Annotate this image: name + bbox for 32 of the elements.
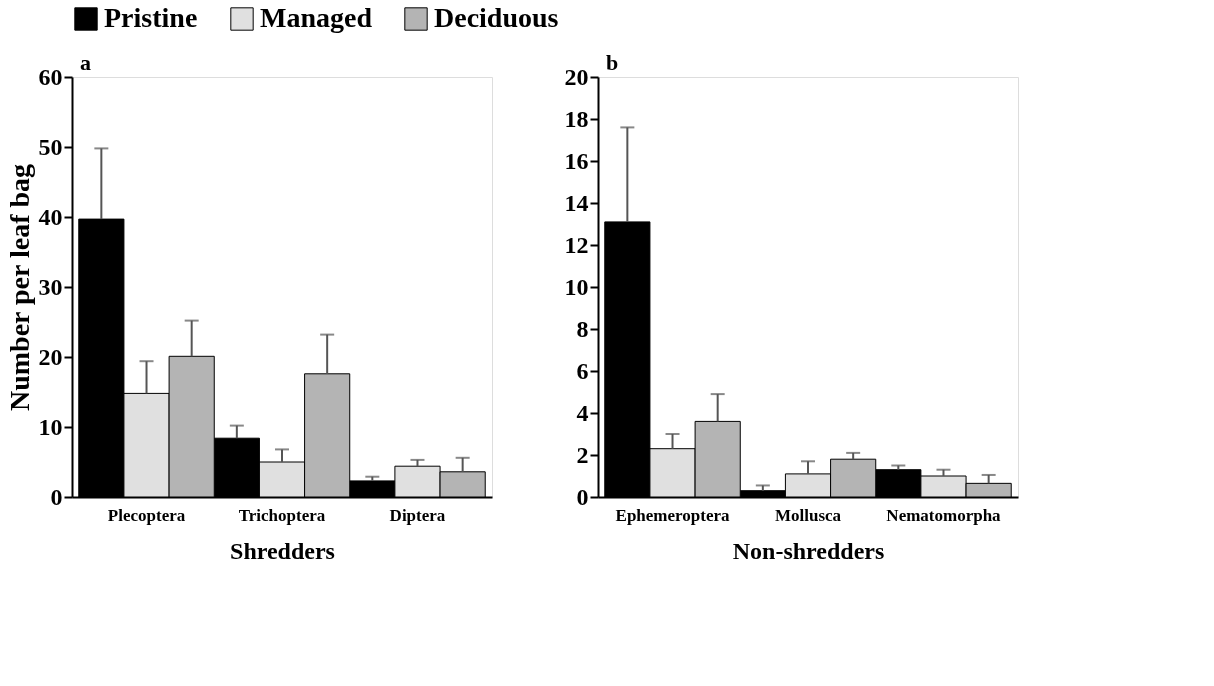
y-tick-label: 60 bbox=[38, 63, 63, 90]
y-tick-label: 20 bbox=[564, 63, 589, 90]
y-tick-label: 10 bbox=[38, 413, 63, 440]
x-tick-label: Trichoptera bbox=[238, 505, 326, 525]
x-axis-title: Non-shredders bbox=[732, 537, 885, 564]
legend-label: Managed bbox=[260, 2, 373, 33]
y-tick-label: 8 bbox=[576, 315, 589, 342]
y-tick-label: 2 bbox=[576, 441, 589, 468]
legend-label: Pristine bbox=[104, 2, 198, 33]
y-tick-label: 16 bbox=[564, 147, 589, 174]
x-tick-label: Nematomorpha bbox=[886, 505, 1002, 525]
y-tick-label: 20 bbox=[38, 343, 63, 370]
y-tick-label: 30 bbox=[38, 273, 63, 300]
x-tick-label: Plecoptera bbox=[107, 505, 186, 525]
y-tick-label: 18 bbox=[564, 105, 589, 132]
legend-label: Deciduous bbox=[434, 2, 559, 33]
x-tick-label: Ephemeroptera bbox=[615, 505, 730, 525]
x-tick-label: Diptera bbox=[389, 505, 446, 525]
text: b bbox=[606, 50, 619, 75]
y-tick-label: 0 bbox=[50, 483, 63, 510]
y-tick-label: 14 bbox=[564, 189, 589, 216]
x-axis-title: Shredders bbox=[230, 537, 335, 564]
y-tick-label: 10 bbox=[564, 273, 589, 300]
text: a bbox=[80, 50, 91, 75]
x-tick-label: Mollusca bbox=[774, 505, 842, 525]
y-tick-label: 0 bbox=[576, 483, 589, 510]
y-tick-label: 50 bbox=[38, 133, 63, 160]
y-tick-label: 4 bbox=[576, 399, 589, 426]
y-tick-label: 6 bbox=[576, 357, 589, 384]
y-tick-label: 40 bbox=[38, 203, 63, 230]
y-axis-title: Number per leaf bag bbox=[3, 163, 35, 412]
y-tick-label: 12 bbox=[564, 231, 589, 258]
